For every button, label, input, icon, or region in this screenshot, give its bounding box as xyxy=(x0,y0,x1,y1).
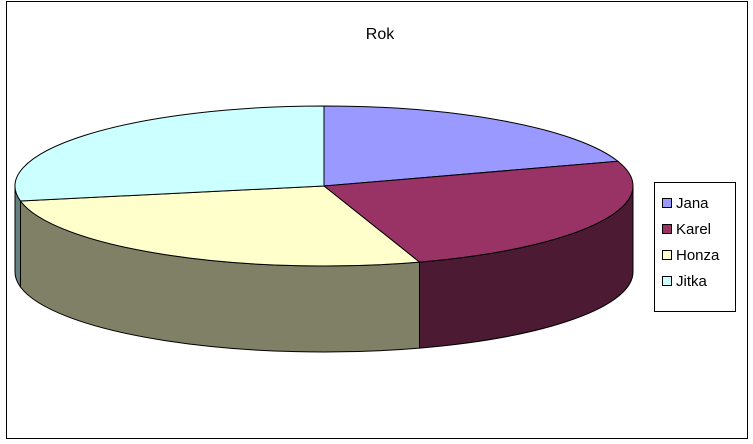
legend-swatch xyxy=(662,198,672,208)
pie-slice-jitka xyxy=(14,105,325,202)
legend-label: Honza xyxy=(676,246,720,264)
pie-sides xyxy=(14,185,634,353)
legend-item-honza: Honza xyxy=(662,242,735,268)
legend-label: Jitka xyxy=(676,272,707,290)
legend-swatch xyxy=(662,276,672,286)
legend-label: Karel xyxy=(676,220,712,238)
pie-slice-jana xyxy=(323,105,620,187)
legend: Jana Karel Honza Jitka xyxy=(654,182,736,312)
legend-label: Jana xyxy=(676,194,709,212)
legend-item-jana: Jana xyxy=(662,190,735,216)
chart-title: Rok xyxy=(365,26,395,43)
legend-item-karel: Karel xyxy=(662,216,735,242)
pie-slice-honza xyxy=(19,185,421,267)
pie-top xyxy=(14,105,634,267)
legend-item-jitka: Jitka xyxy=(662,268,735,294)
legend-swatch xyxy=(662,224,672,234)
legend-swatch xyxy=(662,250,672,260)
pie-slice-karel xyxy=(322,160,634,263)
pie-side-jitka xyxy=(14,185,21,289)
